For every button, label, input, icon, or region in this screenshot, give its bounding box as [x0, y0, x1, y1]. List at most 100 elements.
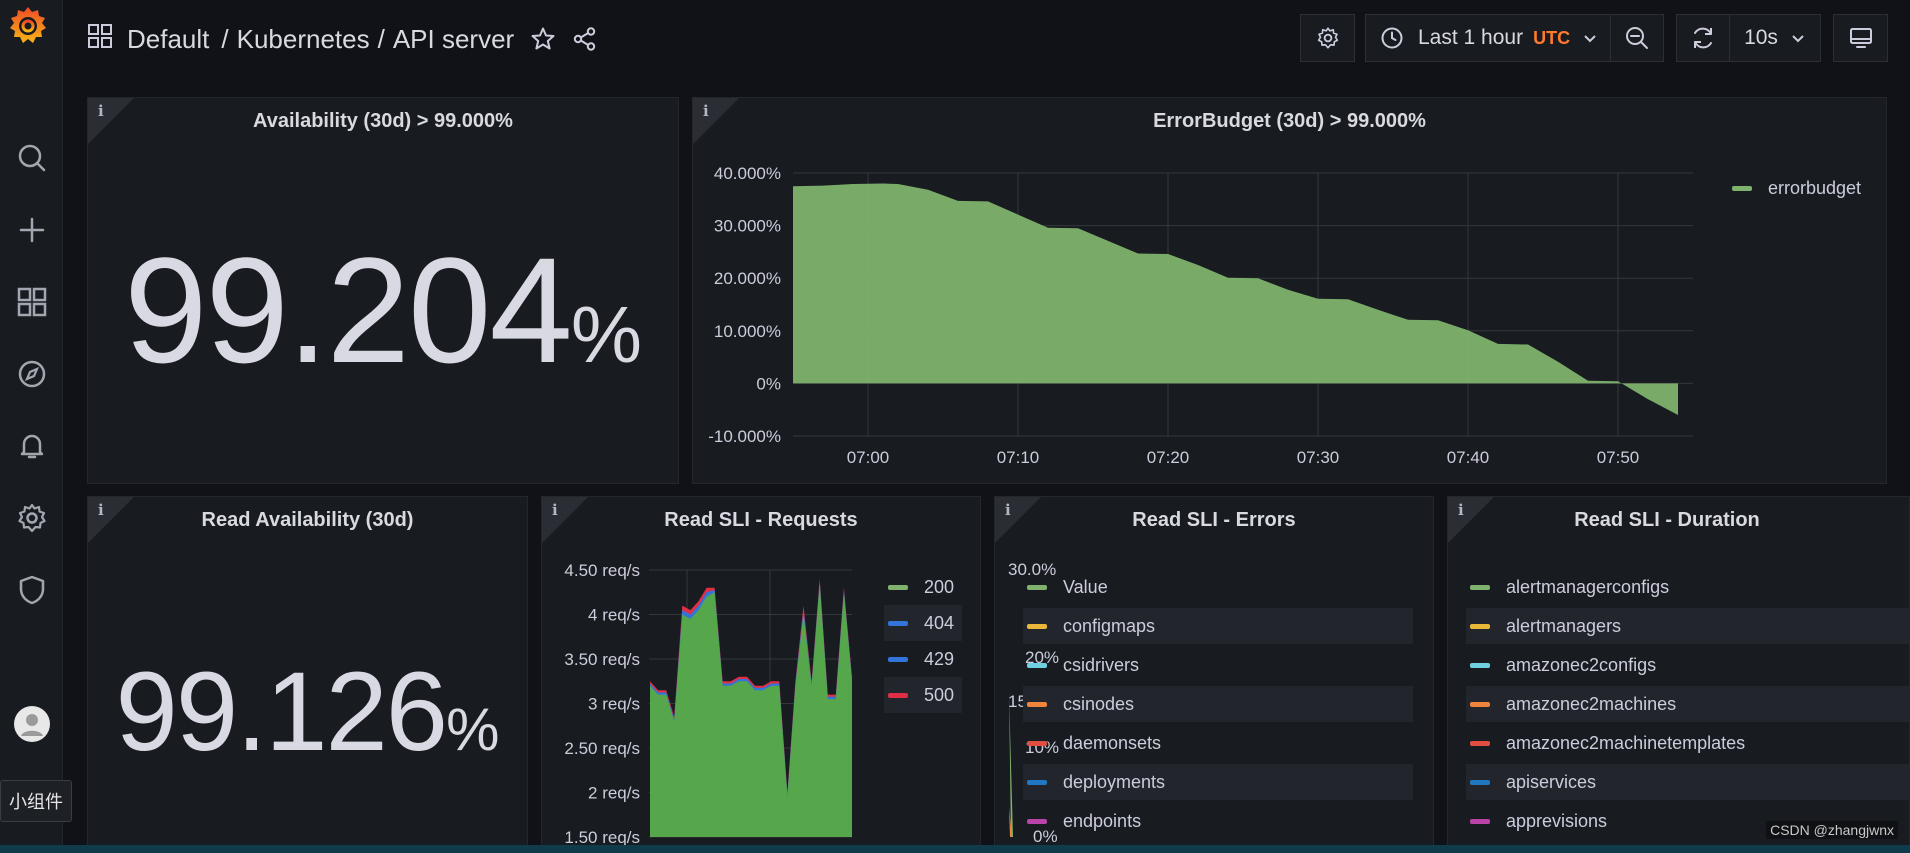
stat-unit: %: [446, 696, 500, 763]
dashboard-title[interactable]: API server: [392, 23, 515, 54]
panel-info-corner[interactable]: [88, 98, 134, 144]
error-series-line: [1009, 807, 1012, 837]
top-navbar: Default / Kubernetes / API server Last 1…: [63, 0, 1910, 78]
panel-title: ErrorBudget (30d) > 99.000%: [1153, 110, 1426, 132]
panel-title: Read SLI - Requests: [664, 509, 858, 531]
legend-item-500[interactable]: 500: [884, 677, 962, 713]
legend-item-200[interactable]: 200: [884, 569, 962, 605]
tv-mode-button[interactable]: [1833, 14, 1888, 62]
legend-swatch: [1027, 662, 1047, 668]
zoom-out-button[interactable]: [1610, 14, 1664, 62]
legend-item[interactable]: daemonsets: [1023, 725, 1413, 761]
star-icon[interactable]: [530, 26, 556, 52]
y-tick: 0%: [1033, 827, 1058, 846]
legend-item[interactable]: alertmanagers: [1466, 608, 1909, 644]
legend-swatch: [1732, 185, 1752, 191]
info-icon[interactable]: i: [552, 501, 558, 519]
legend-item[interactable]: Value: [1023, 569, 1413, 605]
legend-item[interactable]: configmaps: [1023, 608, 1413, 644]
panel-title: Read SLI - Errors: [1132, 509, 1296, 531]
legend-item-429[interactable]: 429: [884, 641, 962, 677]
search-icon[interactable]: [10, 136, 54, 180]
legend-item[interactable]: csidrivers: [1023, 647, 1413, 683]
x-tick-label: 07:30: [1297, 448, 1340, 467]
legend-item[interactable]: deployments: [1023, 764, 1413, 800]
panel-read-availability[interactable]: i Read Availability (30d) 99.126%: [87, 496, 528, 853]
legend-item[interactable]: apiservices: [1466, 764, 1909, 800]
legend-label: 404: [924, 612, 955, 633]
legend-swatch: [1470, 740, 1490, 746]
legend-swatch: [1470, 623, 1490, 629]
panel-availability[interactable]: i Availability (30d) > 99.000% 99.204%: [87, 97, 679, 484]
refresh-interval-picker[interactable]: 10s: [1729, 14, 1821, 62]
breadcrumb-section[interactable]: Kubernetes: [236, 23, 370, 54]
panel-info-corner[interactable]: [1448, 497, 1494, 543]
legend-item[interactable]: apprevisions: [1466, 803, 1909, 839]
settings-gear-icon[interactable]: [10, 496, 54, 540]
errorbudget-chart[interactable]: 40.000% 30.000% 20.000% 10.000% 0% -10.000% 07…: [693, 98, 1887, 484]
gear-icon: [1317, 27, 1338, 49]
legend-label: configmaps: [1063, 615, 1156, 636]
legend-item[interactable]: amazonec2machinetemplates: [1466, 725, 1909, 761]
legend-item[interactable]: csinodes: [1023, 686, 1413, 722]
x-tick-label: 07:20: [1147, 448, 1190, 467]
monitor-icon: [1849, 28, 1872, 48]
dashboard-settings-button[interactable]: [1300, 14, 1355, 62]
panel-info-corner[interactable]: [542, 497, 588, 543]
legend-label: 200: [924, 576, 955, 597]
requests-chart[interactable]: 4.50 req/s 4 req/s 3.50 req/s 3 req/s 2.50 r…: [542, 497, 981, 853]
y-tick: 30.0%: [1008, 560, 1056, 579]
legend-item[interactable]: endpoints: [1023, 803, 1413, 839]
breadcrumb-folder[interactable]: Default: [127, 23, 210, 54]
y-tick-label: 40.000%: [714, 164, 781, 183]
panel-title: Read SLI - Duration: [1574, 509, 1760, 531]
info-icon[interactable]: i: [98, 501, 104, 519]
info-icon[interactable]: i: [98, 102, 104, 120]
user-avatar-icon[interactable]: [10, 702, 54, 746]
panel-info-corner[interactable]: [995, 497, 1041, 543]
x-tick-label: 07:50: [1597, 448, 1640, 467]
legend-label: endpoints: [1063, 810, 1142, 831]
legend-swatch: [888, 620, 908, 626]
stat-unit: %: [570, 290, 642, 379]
share-icon[interactable]: [572, 26, 598, 52]
y-tick-label: 3 req/s: [588, 695, 640, 714]
panel-read-sli-duration[interactable]: i Read SLI - Duration alertmanagerconfig…: [1447, 496, 1910, 853]
panel-read-sli-errors[interactable]: i Read SLI - Errors 30.0% 20% 15 10% 0% …: [994, 496, 1434, 853]
errors-chart[interactable]: 30.0% 20% 15 10% 0%: [995, 497, 1434, 853]
series-area-200: [650, 583, 852, 837]
sidebar: [0, 0, 63, 853]
panel-info-corner[interactable]: [693, 98, 739, 144]
chevron-down-icon: [1584, 35, 1596, 43]
panel-read-sli-requests[interactable]: i Read SLI - Requests 4.50 req/s 4 req/s 3…: [541, 496, 981, 853]
shield-icon[interactable]: [10, 568, 54, 612]
refresh-button[interactable]: [1676, 14, 1730, 62]
legend-swatch: [1470, 701, 1490, 707]
explore-compass-icon[interactable]: [10, 352, 54, 396]
legend-item-errorbudget[interactable]: errorbudget: [1728, 170, 1878, 206]
legend-item[interactable]: amazonec2machines: [1466, 686, 1909, 722]
info-icon[interactable]: i: [1005, 501, 1011, 519]
x-tick-label: 07:40: [1447, 448, 1490, 467]
legend-item[interactable]: alertmanagerconfigs: [1466, 569, 1909, 605]
dashboards-icon[interactable]: [10, 280, 54, 324]
legend-label: 429: [924, 648, 955, 669]
info-icon[interactable]: i: [703, 102, 709, 120]
x-tick-label: 07:10: [997, 448, 1040, 467]
stat-value: 99.204%: [88, 230, 678, 415]
grafana-logo-icon[interactable]: [4, 2, 52, 50]
stat-number: 99.126: [115, 649, 449, 774]
time-range-picker[interactable]: Last 1 hour UTC: [1365, 14, 1611, 62]
legend-label: deployments: [1063, 771, 1166, 792]
y-tick: 15: [1008, 692, 1027, 711]
plus-icon[interactable]: [10, 208, 54, 252]
legend-item[interactable]: amazonec2configs: [1466, 647, 1909, 683]
info-icon[interactable]: i: [1458, 501, 1464, 519]
panel-info-corner[interactable]: [88, 497, 134, 543]
legend-swatch: [1470, 818, 1490, 824]
alerting-bell-icon[interactable]: [10, 424, 54, 468]
widget-tooltip: 小组件: [0, 780, 72, 822]
legend-label: daemonsets: [1063, 732, 1162, 753]
legend-item-404[interactable]: 404: [884, 605, 962, 641]
panel-errorbudget[interactable]: i ErrorBudget (30d) > 99.000% 40.000% 30.…: [692, 97, 1887, 484]
